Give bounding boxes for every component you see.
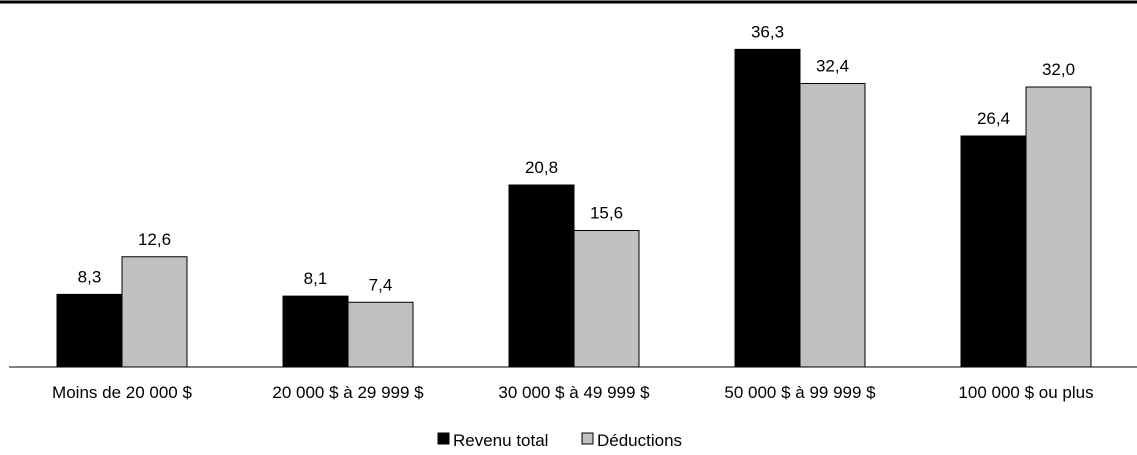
category-labels-group: Moins de 20 000 $ 20 000 $ à 29 999 $ 30 0… — [52, 383, 1094, 402]
bar-revenu-total-1 — [56, 293, 123, 368]
value-label-deductions-4: 32,4 — [816, 57, 849, 76]
category-label-5: 100 000 $ ou plus — [958, 383, 1093, 402]
bar-revenu-total-3 — [508, 184, 575, 368]
legend-label-deductions: Déductions — [597, 431, 682, 450]
value-label-deductions-1: 12,6 — [138, 230, 171, 249]
bar-revenu-total-2 — [282, 295, 349, 368]
legend-swatch-revenu-total — [437, 432, 450, 445]
category-label-4: 50 000 $ à 99 999 $ — [724, 383, 876, 402]
value-label-deductions-5: 32,0 — [1042, 60, 1075, 79]
bar-deductions-4 — [799, 83, 866, 368]
legend: Revenu total Déductions — [437, 431, 682, 450]
bar-deductions-2 — [347, 301, 414, 368]
value-label-revenu-total-2: 8,1 — [304, 269, 328, 288]
value-label-deductions-3: 15,6 — [590, 204, 623, 223]
bar-revenu-total-5 — [960, 135, 1027, 368]
value-label-revenu-total-1: 8,3 — [78, 267, 102, 286]
category-label-3: 30 000 $ à 49 999 $ — [498, 383, 650, 402]
bar-revenu-total-4 — [734, 48, 801, 368]
legend-swatch-deductions — [581, 432, 594, 445]
bar-deductions-1 — [121, 256, 188, 368]
value-label-revenu-total-3: 20,8 — [525, 158, 558, 177]
bar-deductions-3 — [573, 230, 640, 368]
bars-group — [56, 48, 1092, 368]
value-labels-group: 8,3 12,6 8,1 7,4 20,8 15,6 36,3 32,4 26,4 32,0 — [78, 22, 1075, 294]
category-label-1: Moins de 20 000 $ — [52, 383, 192, 402]
value-label-revenu-total-4: 36,3 — [751, 22, 784, 41]
value-label-revenu-total-5: 26,4 — [977, 109, 1010, 128]
legend-label-revenu-total: Revenu total — [453, 431, 548, 450]
value-label-deductions-2: 7,4 — [369, 275, 393, 294]
bar-deductions-5 — [1025, 86, 1092, 368]
category-label-2: 20 000 $ à 29 999 $ — [272, 383, 424, 402]
